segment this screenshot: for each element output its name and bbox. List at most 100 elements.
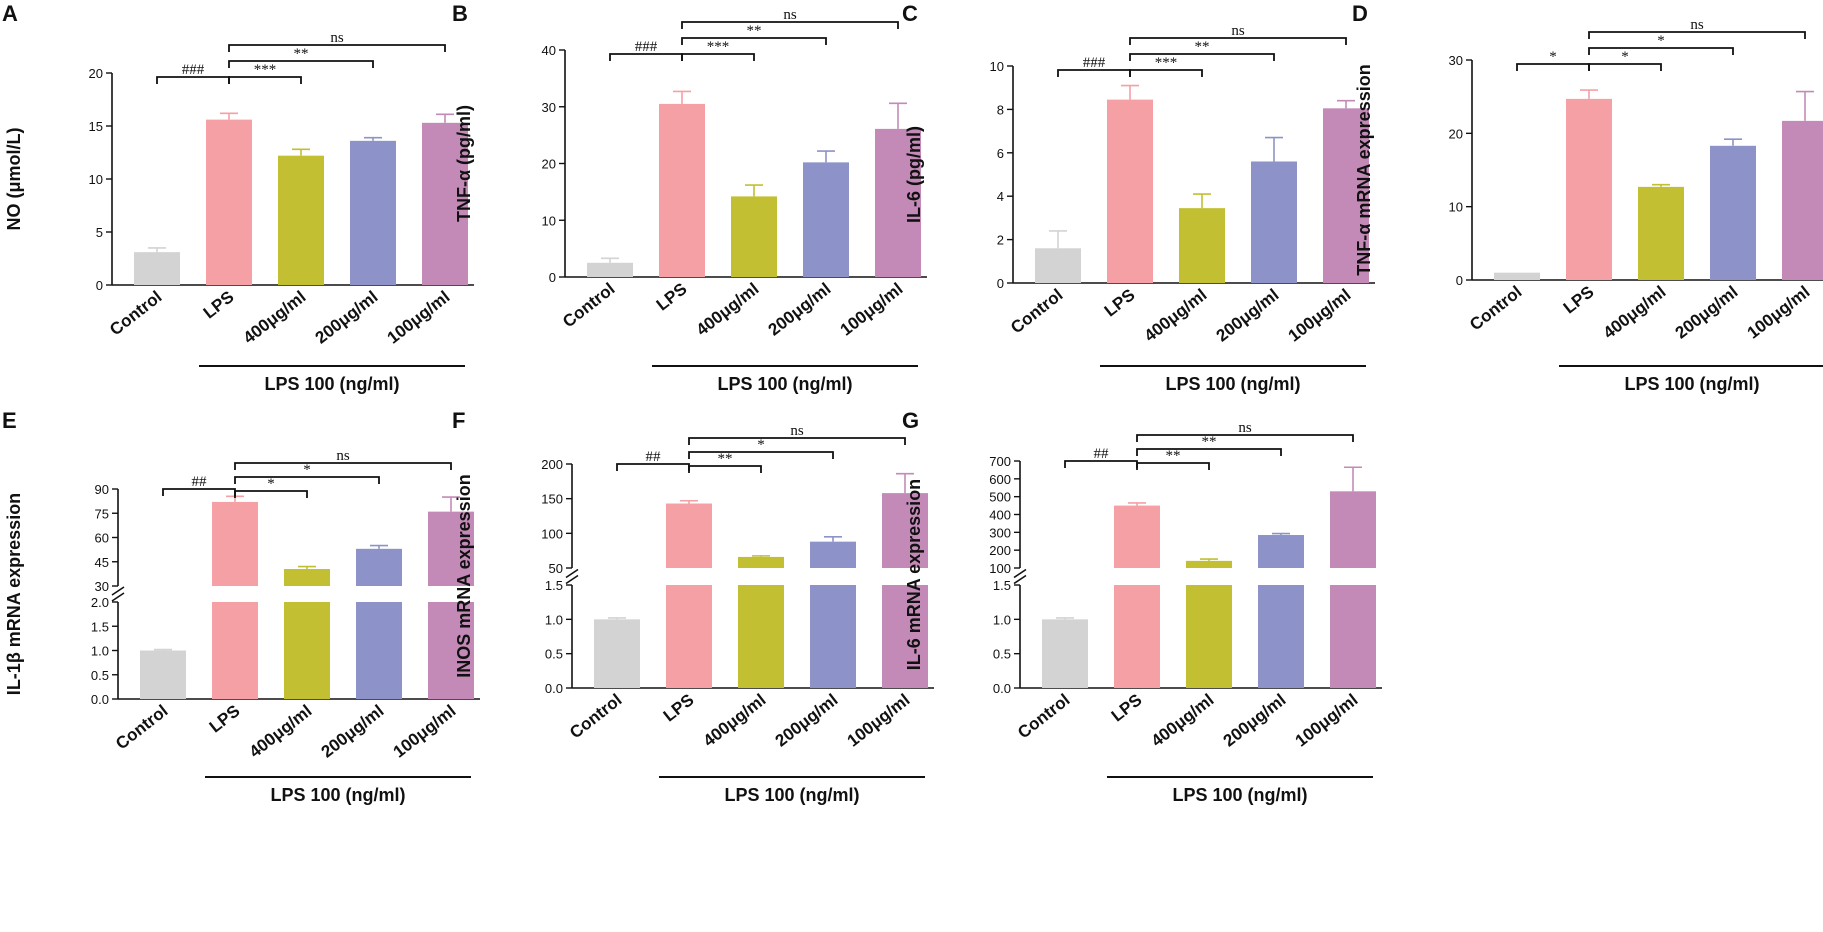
panel-e: E 0.0 0.5 1.0 1.5 2.030 45 60 75 90 IL-1β mRNA exp…	[2, 408, 480, 805]
y-tick-label: 60	[95, 531, 109, 546]
panel-letter: D	[1352, 1, 1368, 26]
y-tick-label: 0.5	[545, 647, 563, 662]
x-tick-label: Control	[1466, 282, 1525, 334]
y-tick-label: 40	[542, 43, 556, 58]
x-tick-label: 200μg/ml	[1672, 282, 1742, 342]
significance-label: ##	[192, 474, 208, 490]
group-label: LPS 100 (ng/ml)	[1624, 374, 1759, 394]
group-label: LPS 100 (ng/ml)	[270, 785, 405, 805]
significance-label: **	[718, 451, 733, 467]
y-tick-label: 2	[997, 233, 1004, 248]
x-tick-label: 400μg/ml	[1600, 282, 1670, 342]
significance-label: **	[1166, 448, 1181, 464]
significance-label: **	[1202, 434, 1217, 450]
significance-label: *	[303, 462, 311, 478]
y-tick-label: 100	[989, 561, 1011, 576]
y-tick-label: 0	[549, 270, 556, 285]
y-tick-label: 20	[542, 157, 556, 172]
bar	[1107, 99, 1153, 283]
x-tick-label: Control	[566, 690, 625, 742]
y-tick-label: 4	[997, 189, 1004, 204]
panel-g: G 0.0 0.5 1.0 1.5 100 200 300 400 500 600 700 IL-6 m…	[902, 408, 1382, 805]
y-axis-label: TNF-α (pg/ml)	[454, 105, 474, 222]
significance-label: ns	[330, 30, 344, 46]
bar	[587, 262, 633, 277]
bar-lower-segment	[738, 585, 784, 688]
y-tick-label: 30	[95, 579, 109, 594]
bar	[1782, 120, 1823, 280]
y-tick-label: 700	[989, 454, 1011, 469]
panel-d: D 0 10 20 30 TNF-α mRNA expression Control LPS 4…	[1352, 1, 1823, 394]
bar	[1042, 619, 1088, 688]
significance-bracket	[234, 476, 380, 484]
bar-lower-segment	[666, 585, 712, 688]
x-tick-label: LPS	[206, 701, 244, 736]
significance-label: **	[1195, 39, 1210, 55]
significance-label: **	[294, 46, 309, 62]
bar	[875, 128, 921, 277]
bar	[666, 503, 712, 568]
y-tick-label: 45	[95, 555, 109, 570]
x-tick-label: LPS	[1101, 285, 1139, 320]
significance-bracket	[681, 21, 899, 29]
significance-bracket	[228, 76, 302, 84]
x-tick-label: Control	[559, 279, 618, 331]
significance-label: ns	[783, 7, 797, 23]
y-tick-label: 30	[542, 100, 556, 115]
significance-bracket	[1136, 434, 1354, 442]
y-tick-label: 400	[989, 508, 1011, 523]
x-tick-label: 100μg/ml	[390, 701, 460, 761]
bar	[278, 155, 324, 285]
bar-lower-segment	[882, 585, 928, 688]
y-tick-label: 5	[96, 225, 103, 240]
significance-bracket	[1136, 448, 1282, 456]
bar	[1494, 272, 1540, 280]
x-tick-label: 200μg/ml	[318, 701, 388, 761]
significance-bracket	[1057, 69, 1131, 77]
bar	[206, 119, 252, 285]
significance-label: ns	[790, 423, 804, 439]
panel-letter: G	[902, 408, 919, 433]
x-tick-label: 100μg/ml	[1285, 285, 1355, 345]
x-tick-label: LPS	[200, 287, 238, 322]
significance-bracket	[688, 465, 762, 473]
bar	[350, 140, 396, 285]
y-tick-label: 20	[89, 66, 103, 81]
significance-bracket	[1588, 31, 1806, 39]
y-tick-label: 10	[1449, 200, 1463, 215]
bar	[428, 511, 474, 586]
x-tick-label: Control	[1014, 690, 1073, 742]
bar	[803, 162, 849, 277]
bar	[140, 650, 186, 699]
group-label: LPS 100 (ng/ml)	[724, 785, 859, 805]
significance-label: **	[747, 23, 762, 39]
x-tick-label: 100μg/ml	[844, 690, 914, 750]
x-tick-label: 100μg/ml	[1292, 690, 1362, 750]
significance-bracket	[1129, 37, 1347, 45]
x-tick-label: 400μg/ml	[1141, 285, 1211, 345]
significance-bracket	[234, 490, 308, 498]
significance-bracket	[616, 463, 690, 471]
significance-label: ###	[635, 39, 658, 55]
significance-bracket	[228, 44, 446, 52]
y-tick-label: 0.5	[91, 668, 109, 683]
significance-bracket	[688, 437, 906, 445]
significance-label: ###	[182, 62, 205, 78]
significance-bracket	[1516, 63, 1590, 71]
panel-letter: E	[2, 408, 17, 433]
significance-label: ns	[1690, 17, 1704, 33]
y-tick-label: 500	[989, 490, 1011, 505]
significance-label: ***	[254, 62, 277, 78]
significance-bracket	[688, 451, 834, 459]
bar-lower-segment	[284, 602, 330, 699]
y-tick-label: 30	[1449, 53, 1463, 68]
x-tick-label: 200μg/ml	[772, 690, 842, 750]
bar	[882, 493, 928, 568]
y-tick-label: 300	[989, 525, 1011, 540]
bar-lower-segment	[1258, 585, 1304, 688]
axis-break-mark	[1013, 574, 1027, 585]
bar	[1323, 108, 1369, 283]
significance-bracket	[234, 462, 452, 470]
y-tick-label: 0.0	[91, 692, 109, 707]
significance-label: *	[1621, 49, 1629, 65]
